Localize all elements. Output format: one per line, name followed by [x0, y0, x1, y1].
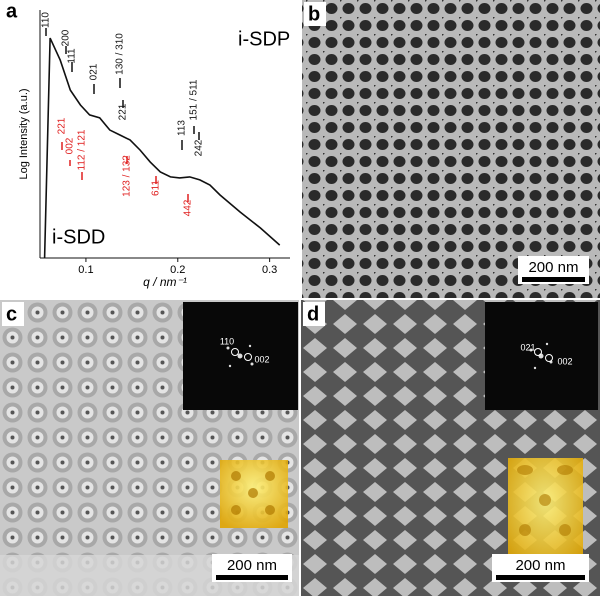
peak-label: 242 — [194, 139, 205, 156]
x-axis-label: q / nm⁻¹ — [143, 275, 187, 289]
data-line — [43, 37, 281, 259]
panel-label-bg — [303, 302, 325, 326]
scale-bar — [522, 277, 585, 282]
panel-label: a — [6, 0, 18, 22]
x-tick-label: 0.1 — [78, 264, 93, 276]
fft-circles — [231, 348, 553, 362]
x-tick-label: 0.3 — [262, 264, 277, 276]
fft-label: 002 — [557, 356, 572, 366]
peak-label: 611 — [151, 180, 162, 196]
peak-label: 221 — [57, 117, 68, 134]
peak-label: 200 — [61, 29, 72, 46]
sem-image — [302, 0, 600, 298]
scale-bar — [496, 575, 585, 580]
fft-label: 110 — [220, 336, 234, 346]
panel-label-bg — [304, 2, 326, 26]
scale-bar-label: 200 nm — [227, 557, 277, 574]
x-tick-label: 0.2 — [170, 264, 185, 276]
model-d — [508, 458, 583, 568]
scale-bar-label: 200 nm — [515, 557, 565, 574]
peak-label: 442 — [183, 199, 194, 216]
peak-label: 002 — [65, 137, 76, 154]
peak-label: 111 — [67, 48, 78, 64]
panel-label: b — [308, 3, 320, 25]
peak-label: 110 — [41, 12, 52, 28]
scale-bar — [216, 575, 288, 580]
sample-label: i-SDD — [52, 226, 105, 248]
y-axis-label: Log Intensity (a.u.) — [18, 88, 30, 179]
peak-label: 123 / 132 — [122, 155, 133, 197]
scale-bar-label: 200 nm — [528, 259, 578, 276]
peak-label: 113 — [177, 120, 188, 136]
peak-label: 112 / 121 — [77, 129, 88, 170]
peak-label: 130 / 310 — [115, 33, 126, 75]
peak-label: 221 — [118, 103, 129, 120]
panel-label: d — [307, 303, 319, 325]
model-c — [220, 460, 288, 528]
panel-label-bg — [2, 302, 24, 326]
fft-label: 021 — [520, 342, 535, 352]
sample-label: i-SDP — [238, 28, 290, 50]
fft-label: 002 — [254, 354, 269, 364]
peak-label: 021 — [89, 63, 100, 80]
peak-label: 151 / 511 — [189, 79, 200, 120]
panel-label: c — [6, 303, 17, 325]
